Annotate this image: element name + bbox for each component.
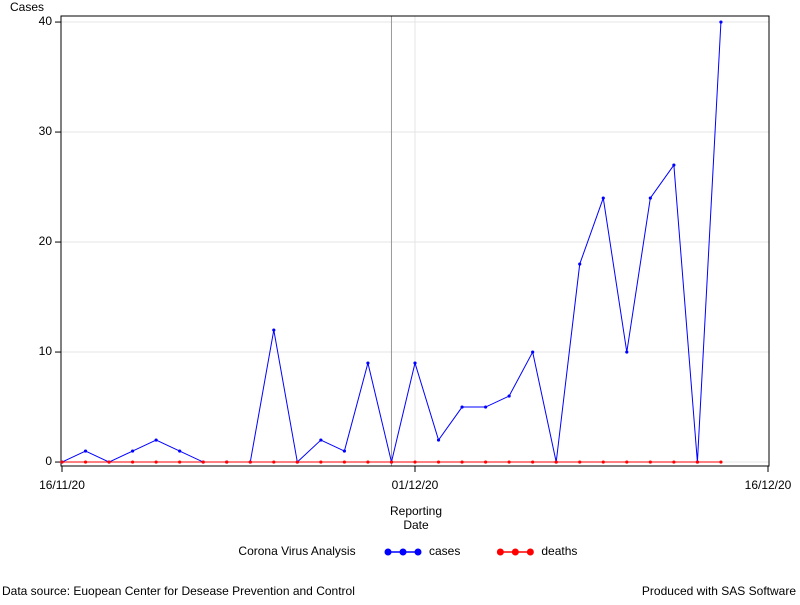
point bbox=[648, 196, 652, 200]
y-axis-label: Cases bbox=[10, 0, 44, 14]
point bbox=[178, 449, 182, 453]
legend-marker bbox=[414, 548, 422, 556]
point bbox=[248, 460, 252, 464]
point bbox=[178, 460, 182, 464]
point bbox=[531, 350, 535, 354]
y-tick-label: 0 bbox=[45, 454, 52, 468]
legend-marker bbox=[511, 548, 519, 556]
point bbox=[648, 460, 652, 464]
point bbox=[507, 460, 511, 464]
legend-marker bbox=[526, 548, 534, 556]
y-tick-label: 40 bbox=[39, 14, 53, 28]
point bbox=[672, 460, 676, 464]
point bbox=[272, 328, 276, 332]
point bbox=[719, 20, 723, 24]
x-tick-label: 16/11/20 bbox=[39, 478, 85, 492]
point bbox=[554, 460, 558, 464]
x-tick-label: 16/12/20 bbox=[745, 478, 792, 492]
point bbox=[154, 460, 158, 464]
point bbox=[201, 460, 205, 464]
point bbox=[531, 460, 535, 464]
legend-label: cases bbox=[429, 544, 460, 558]
point bbox=[436, 438, 441, 442]
point bbox=[625, 350, 629, 354]
point bbox=[83, 449, 88, 453]
plot-frame bbox=[60, 15, 770, 467]
point bbox=[695, 460, 700, 464]
footnote: Produced with SAS Software bbox=[642, 584, 796, 598]
point bbox=[295, 460, 299, 464]
point bbox=[672, 163, 676, 167]
point bbox=[436, 460, 441, 464]
point bbox=[389, 460, 394, 464]
point bbox=[460, 460, 464, 464]
point bbox=[578, 460, 582, 464]
point bbox=[131, 460, 135, 464]
point bbox=[131, 449, 135, 453]
point bbox=[342, 449, 346, 453]
point bbox=[366, 460, 370, 464]
point bbox=[484, 405, 488, 409]
point bbox=[342, 460, 346, 464]
point bbox=[413, 361, 417, 365]
footnote: Data source: Euopean Center for Desease … bbox=[2, 584, 355, 598]
y-tick-label: 10 bbox=[39, 344, 53, 358]
legend-label: deaths bbox=[541, 544, 577, 558]
legend-marker bbox=[399, 548, 407, 556]
point bbox=[154, 438, 158, 442]
x-axis-label: Date bbox=[403, 518, 429, 532]
point bbox=[60, 460, 64, 464]
point bbox=[413, 460, 417, 464]
point bbox=[601, 196, 605, 200]
point bbox=[601, 460, 605, 464]
y-tick-label: 20 bbox=[39, 234, 53, 248]
y-tick-label: 30 bbox=[39, 124, 53, 138]
point bbox=[507, 394, 511, 398]
legend-marker bbox=[384, 548, 392, 556]
point bbox=[107, 460, 111, 464]
point bbox=[578, 262, 582, 266]
point bbox=[319, 438, 323, 442]
point bbox=[719, 460, 723, 464]
point bbox=[272, 460, 276, 464]
point bbox=[83, 460, 88, 464]
legend-title: Corona Virus Analysis bbox=[238, 544, 355, 558]
legend-marker bbox=[496, 548, 504, 556]
point bbox=[225, 460, 229, 464]
point bbox=[484, 460, 488, 464]
x-tick-label: 01/12/20 bbox=[392, 478, 439, 492]
point bbox=[460, 405, 464, 409]
point bbox=[625, 460, 629, 464]
x-axis-label: Reporting bbox=[390, 504, 442, 518]
point bbox=[319, 460, 323, 464]
point bbox=[366, 361, 370, 365]
